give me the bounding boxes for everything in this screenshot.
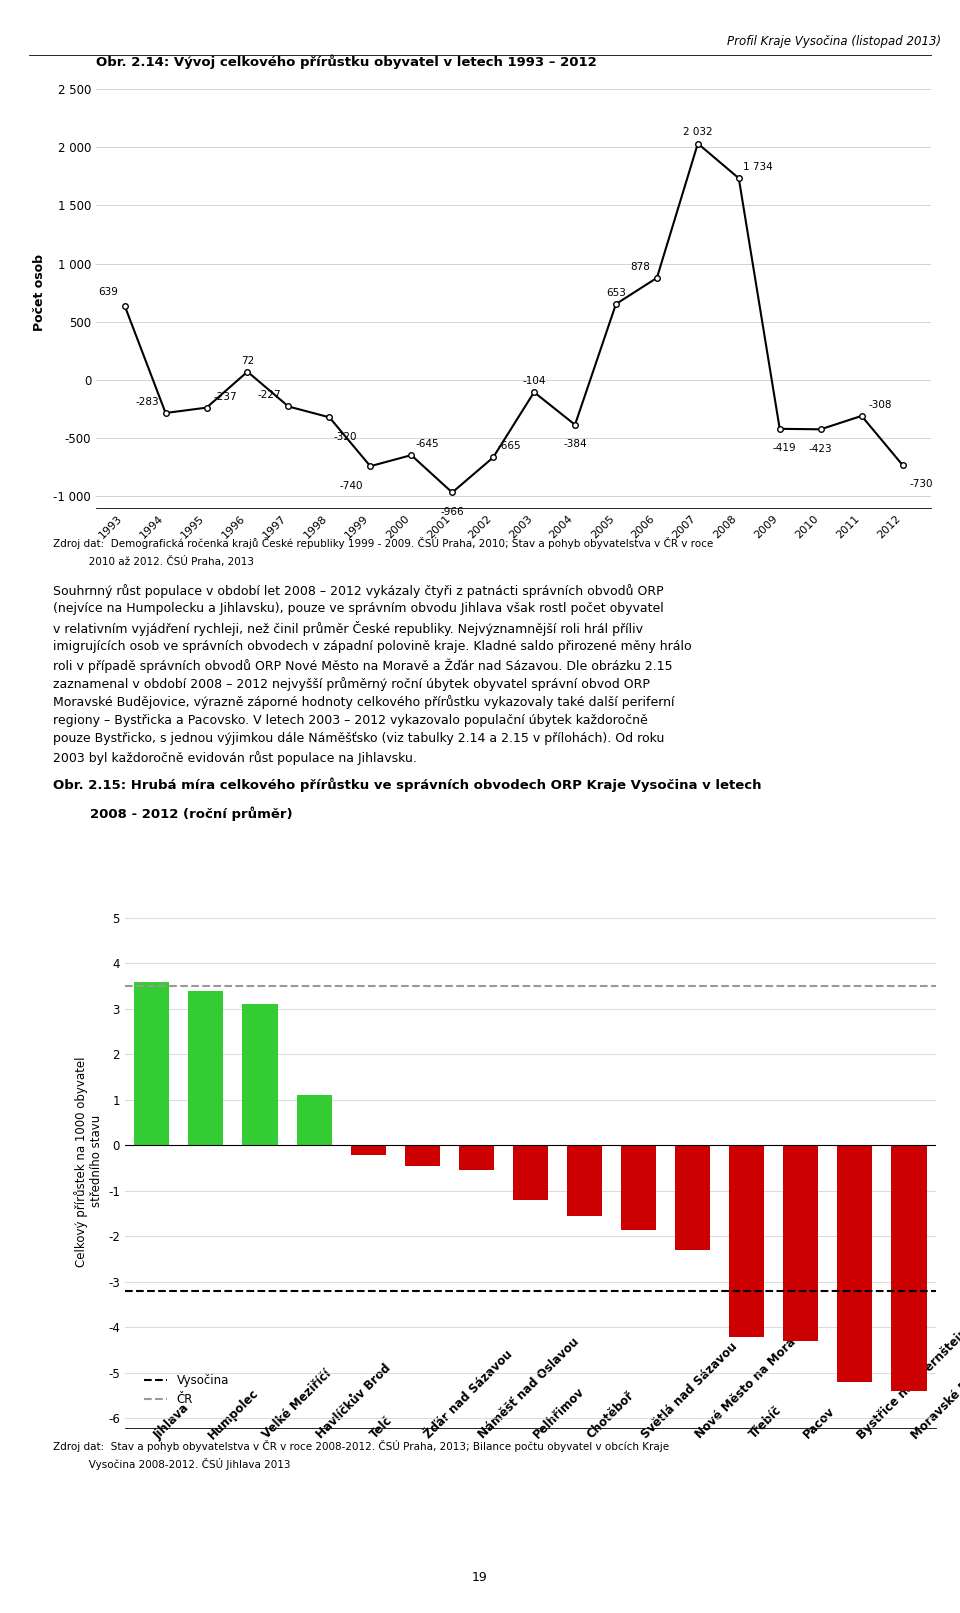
Text: pouze Bystřicko, s jednou výjimkou dále Náměšťsko (viz tabulky 2.14 a 2.15 v pří: pouze Bystřicko, s jednou výjimkou dále … xyxy=(53,732,664,745)
Bar xyxy=(243,1005,277,1145)
Text: -423: -423 xyxy=(809,444,832,453)
Text: 2008 - 2012 (roční průměr): 2008 - 2012 (roční průměr) xyxy=(53,806,293,821)
Text: 878: 878 xyxy=(630,261,650,271)
Y-axis label: Počet osob: Počet osob xyxy=(34,255,46,331)
Text: Souhrnný růst populace v období let 2008 – 2012 vykázaly čtyři z patnácti správn: Souhrnný růst populace v období let 2008… xyxy=(53,584,663,598)
Text: -308: -308 xyxy=(869,400,892,410)
Text: -320: -320 xyxy=(333,432,357,442)
Y-axis label: Celkový přírůstek na 1000 obyvatel
středního stavu: Celkový přírůstek na 1000 obyvatel střed… xyxy=(74,1057,103,1266)
Text: (nejvíce na Humpolecku a Jihlavsku), pouze ve správním obvodu Jihlava však rostl: (nejvíce na Humpolecku a Jihlavsku), pou… xyxy=(53,602,663,616)
Text: -740: -740 xyxy=(340,481,364,490)
Bar xyxy=(675,1145,710,1250)
Text: roli v případě správních obvodů ORP Nové Město na Moravě a Žďár nad Sázavou. Dle: roli v případě správních obvodů ORP Nové… xyxy=(53,658,672,673)
Bar xyxy=(621,1145,656,1229)
Bar xyxy=(567,1145,602,1216)
Bar xyxy=(350,1145,386,1155)
Text: 639: 639 xyxy=(98,287,118,297)
Text: -104: -104 xyxy=(522,376,546,386)
Bar xyxy=(783,1145,818,1340)
Text: Zdroj dat:  Stav a pohyb obyvatelstva v ČR v roce 2008-2012. ČSÚ Praha, 2013; Bi: Zdroj dat: Stav a pohyb obyvatelstva v Č… xyxy=(53,1440,669,1452)
Bar xyxy=(892,1145,926,1390)
Text: -730: -730 xyxy=(909,479,933,489)
Text: -384: -384 xyxy=(564,439,587,448)
Text: zaznamenal v období 2008 – 2012 nejvyšší průměrný roční úbytek obyvatel správní : zaznamenal v období 2008 – 2012 nejvyšší… xyxy=(53,677,650,690)
Text: -966: -966 xyxy=(441,506,464,516)
Text: -237: -237 xyxy=(213,392,237,402)
Text: Obr. 2.14: Vývoj celkového přírůstku obyvatel v letech 1993 – 2012: Obr. 2.14: Vývoj celkového přírůstku oby… xyxy=(96,55,597,69)
Bar xyxy=(513,1145,548,1200)
Text: 2010 až 2012. ČSÚ Praha, 2013: 2010 až 2012. ČSÚ Praha, 2013 xyxy=(53,556,253,568)
Text: 72: 72 xyxy=(241,355,254,366)
Text: imigrujících osob ve správních obvodech v západní polovině kraje. Kladné saldo p: imigrujících osob ve správních obvodech … xyxy=(53,639,691,653)
Text: -283: -283 xyxy=(135,397,158,406)
Text: -665: -665 xyxy=(497,442,521,452)
Text: 2003 byl každoročně evidován růst populace na Jihlavsku.: 2003 byl každoročně evidován růst popula… xyxy=(53,752,417,765)
Bar xyxy=(297,1095,331,1145)
Text: -419: -419 xyxy=(773,444,797,453)
Text: regiony – Bystřicka a Pacovsko. V letech 2003 – 2012 vykazovalo populační úbytek: regiony – Bystřicka a Pacovsko. V letech… xyxy=(53,715,648,727)
Text: Zdroj dat:  Demografická ročenka krajů České republiky 1999 - 2009. ČSÚ Praha, 2: Zdroj dat: Demografická ročenka krajů Če… xyxy=(53,537,713,548)
Text: -645: -645 xyxy=(416,439,439,448)
Bar xyxy=(188,990,224,1145)
Legend: Vysočina, ČR: Vysočina, ČR xyxy=(139,1369,233,1411)
Bar xyxy=(134,982,169,1145)
Bar xyxy=(730,1145,764,1337)
Text: 19: 19 xyxy=(472,1571,488,1584)
Text: v relativním vyjádření rychleji, než činil průměr České republiky. Nejvýznamnějš: v relativním vyjádření rychleji, než čin… xyxy=(53,621,643,636)
Text: Obr. 2.15: Hrubá míra celkového přírůstku ve správních obvodech ORP Kraje Vysoči: Obr. 2.15: Hrubá míra celkového přírůstk… xyxy=(53,777,761,792)
Bar xyxy=(405,1145,440,1166)
Text: 2 032: 2 032 xyxy=(683,127,712,137)
Text: Vysočina 2008-2012. ČSÚ Jihlava 2013: Vysočina 2008-2012. ČSÚ Jihlava 2013 xyxy=(53,1458,290,1469)
Text: 653: 653 xyxy=(606,289,626,298)
Text: Profil Kraje Vysočina (listopad 2013): Profil Kraje Vysočina (listopad 2013) xyxy=(727,35,941,48)
Bar xyxy=(837,1145,873,1382)
Text: 1 734: 1 734 xyxy=(743,163,773,173)
Bar xyxy=(459,1145,493,1171)
Text: Moravské Budějovice, výrazně záporné hodnoty celkového přírůstku vykazovaly také: Moravské Budějovice, výrazně záporné hod… xyxy=(53,695,674,710)
Text: -227: -227 xyxy=(258,390,281,400)
